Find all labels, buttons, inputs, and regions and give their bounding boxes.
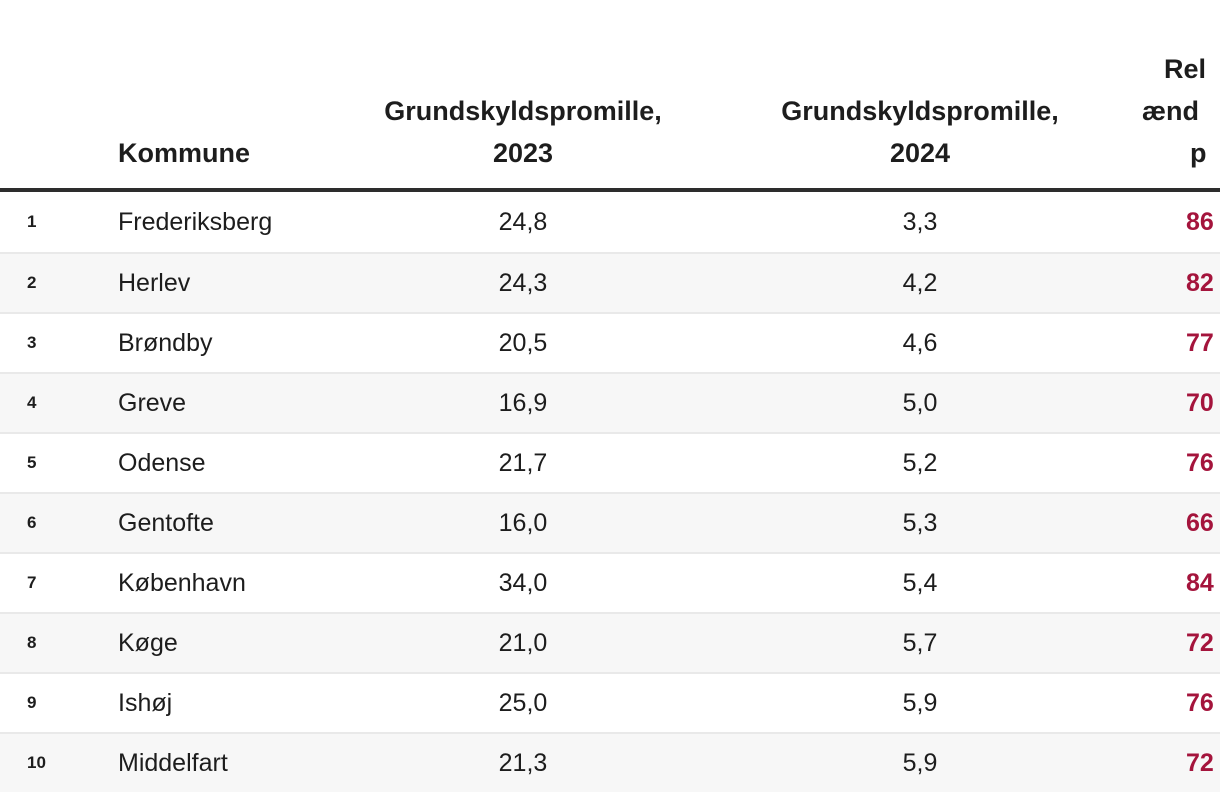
value-2024-cell: 4,2	[902, 268, 938, 297]
rank-cell: 9	[27, 693, 37, 712]
value-2024-cell: 5,9	[902, 748, 938, 777]
header-change-line3: p	[1190, 138, 1207, 168]
kommune-cell: Ishøj	[118, 688, 173, 717]
table-row: 4 Greve 16,9 5,0 70	[0, 372, 1220, 432]
kommune-cell: Odense	[118, 448, 206, 477]
change-cell: 70	[1186, 388, 1214, 417]
rank-cell: 1	[27, 212, 37, 231]
change-cell: 76	[1186, 688, 1214, 717]
change-cell: 72	[1186, 748, 1214, 777]
change-cell: 77	[1186, 328, 1214, 357]
kommune-cell: Frederiksberg	[118, 207, 273, 236]
rank-cell: 5	[27, 453, 37, 472]
rank-cell: 10	[27, 753, 46, 772]
header-rank	[0, 174, 118, 188]
value-2023-cell: 16,0	[498, 508, 548, 537]
header-kommune: Kommune	[118, 132, 380, 188]
change-cell: 66	[1186, 508, 1214, 537]
value-2024-cell: 5,4	[902, 568, 938, 597]
value-2024-cell: 4,6	[902, 328, 938, 357]
table-row: 8 Køge 21,0 5,7 72	[0, 612, 1220, 672]
value-2023-cell: 21,3	[498, 748, 548, 777]
table-row: 9 Ishøj 25,0 5,9 76	[0, 672, 1220, 732]
kommune-cell: Herlev	[118, 268, 191, 297]
table-row: 5 Odense 21,7 5,2 76	[0, 432, 1220, 492]
kommune-cell: Gentofte	[118, 508, 214, 537]
change-cell: 72	[1186, 628, 1214, 657]
value-2024-cell: 3,3	[902, 207, 938, 236]
kommune-cell: Middelfart	[118, 748, 228, 777]
value-2023-cell: 25,0	[498, 688, 548, 717]
header-change-line2: ænd	[1142, 96, 1199, 126]
table-row: 2 Herlev 24,3 4,2 82	[0, 252, 1220, 312]
rank-cell: 8	[27, 633, 37, 652]
table-row: 6 Gentofte 16,0 5,3 66	[0, 492, 1220, 552]
kommune-cell: Greve	[118, 388, 187, 417]
value-2023-cell: 20,5	[498, 328, 548, 357]
header-2024-line1: Grundskyldspromille,	[781, 96, 1059, 126]
value-2023-cell: 24,3	[498, 268, 548, 297]
value-2024-cell: 5,0	[902, 388, 938, 417]
rank-cell: 6	[27, 513, 37, 532]
kommune-cell: Køge	[118, 628, 178, 657]
rank-cell: 7	[27, 573, 37, 592]
header-relative-change-truncated: Rel ænd p	[1142, 48, 1220, 188]
table-header-row: Kommune Grundskyldspromille, 2023 Grunds…	[0, 0, 1220, 192]
value-2023-cell: 34,0	[498, 568, 548, 597]
value-2024-cell: 5,2	[902, 448, 938, 477]
rank-cell: 4	[27, 393, 37, 412]
value-2023-cell: 21,0	[498, 628, 548, 657]
header-change-line1: Rel	[1164, 54, 1207, 84]
value-2024-cell: 5,7	[902, 628, 938, 657]
header-2024-line2: 2024	[889, 138, 951, 168]
header-2023-line2: 2023	[492, 138, 554, 168]
value-2023-cell: 21,7	[498, 448, 548, 477]
change-cell: 82	[1186, 268, 1214, 297]
header-kommune-label: Kommune	[118, 138, 251, 168]
header-grundskyld-2023: Grundskyldspromille, 2023	[380, 90, 666, 188]
rank-cell: 3	[27, 333, 37, 352]
value-2023-cell: 24,8	[498, 207, 548, 236]
header-2023-line1: Grundskyldspromille,	[384, 96, 662, 126]
change-cell: 76	[1186, 448, 1214, 477]
header-grundskyld-2024: Grundskyldspromille, 2024	[666, 90, 1174, 188]
rank-cell: 2	[27, 273, 37, 292]
kommune-cell: København	[118, 568, 246, 597]
table-row: 7 København 34,0 5,4 84	[0, 552, 1220, 612]
value-2024-cell: 5,3	[902, 508, 938, 537]
kommune-cell: Brøndby	[118, 328, 213, 357]
value-2024-cell: 5,9	[902, 688, 938, 717]
table-row: 10 Middelfart 21,3 5,9 72	[0, 732, 1220, 792]
change-cell: 86	[1186, 207, 1214, 236]
change-cell: 84	[1186, 568, 1214, 597]
table-row: 3 Brøndby 20,5 4,6 77	[0, 312, 1220, 372]
table-row: 1 Frederiksberg 24,8 3,3 86	[0, 192, 1220, 252]
value-2023-cell: 16,9	[498, 388, 548, 417]
